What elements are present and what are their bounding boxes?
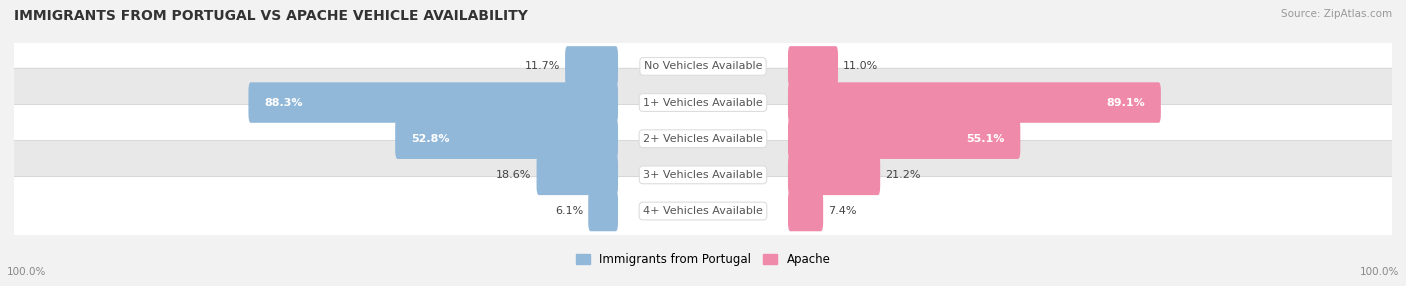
Text: 11.7%: 11.7% <box>524 61 560 72</box>
FancyBboxPatch shape <box>787 191 823 231</box>
FancyBboxPatch shape <box>787 82 1161 123</box>
Text: 55.1%: 55.1% <box>966 134 1004 144</box>
FancyBboxPatch shape <box>249 82 619 123</box>
Text: 21.2%: 21.2% <box>886 170 921 180</box>
Text: 100.0%: 100.0% <box>7 267 46 277</box>
FancyBboxPatch shape <box>10 68 1396 137</box>
Text: 88.3%: 88.3% <box>264 98 304 108</box>
FancyBboxPatch shape <box>787 118 1021 159</box>
FancyBboxPatch shape <box>588 191 619 231</box>
FancyBboxPatch shape <box>787 46 838 87</box>
FancyBboxPatch shape <box>787 155 880 195</box>
FancyBboxPatch shape <box>10 140 1396 209</box>
Text: 4+ Vehicles Available: 4+ Vehicles Available <box>643 206 763 216</box>
Text: 1+ Vehicles Available: 1+ Vehicles Available <box>643 98 763 108</box>
Text: 52.8%: 52.8% <box>412 134 450 144</box>
FancyBboxPatch shape <box>565 46 619 87</box>
Text: 3+ Vehicles Available: 3+ Vehicles Available <box>643 170 763 180</box>
Text: 100.0%: 100.0% <box>1360 267 1399 277</box>
FancyBboxPatch shape <box>537 155 619 195</box>
Text: 89.1%: 89.1% <box>1107 98 1144 108</box>
Text: 7.4%: 7.4% <box>828 206 856 216</box>
Text: Source: ZipAtlas.com: Source: ZipAtlas.com <box>1281 9 1392 19</box>
FancyBboxPatch shape <box>395 118 619 159</box>
Text: 18.6%: 18.6% <box>496 170 531 180</box>
Text: No Vehicles Available: No Vehicles Available <box>644 61 762 72</box>
Legend: Immigrants from Portugal, Apache: Immigrants from Portugal, Apache <box>571 248 835 271</box>
Text: 11.0%: 11.0% <box>844 61 879 72</box>
Text: 6.1%: 6.1% <box>555 206 583 216</box>
Text: 2+ Vehicles Available: 2+ Vehicles Available <box>643 134 763 144</box>
FancyBboxPatch shape <box>10 104 1396 173</box>
FancyBboxPatch shape <box>10 177 1396 245</box>
FancyBboxPatch shape <box>10 32 1396 101</box>
Text: IMMIGRANTS FROM PORTUGAL VS APACHE VEHICLE AVAILABILITY: IMMIGRANTS FROM PORTUGAL VS APACHE VEHIC… <box>14 9 527 23</box>
